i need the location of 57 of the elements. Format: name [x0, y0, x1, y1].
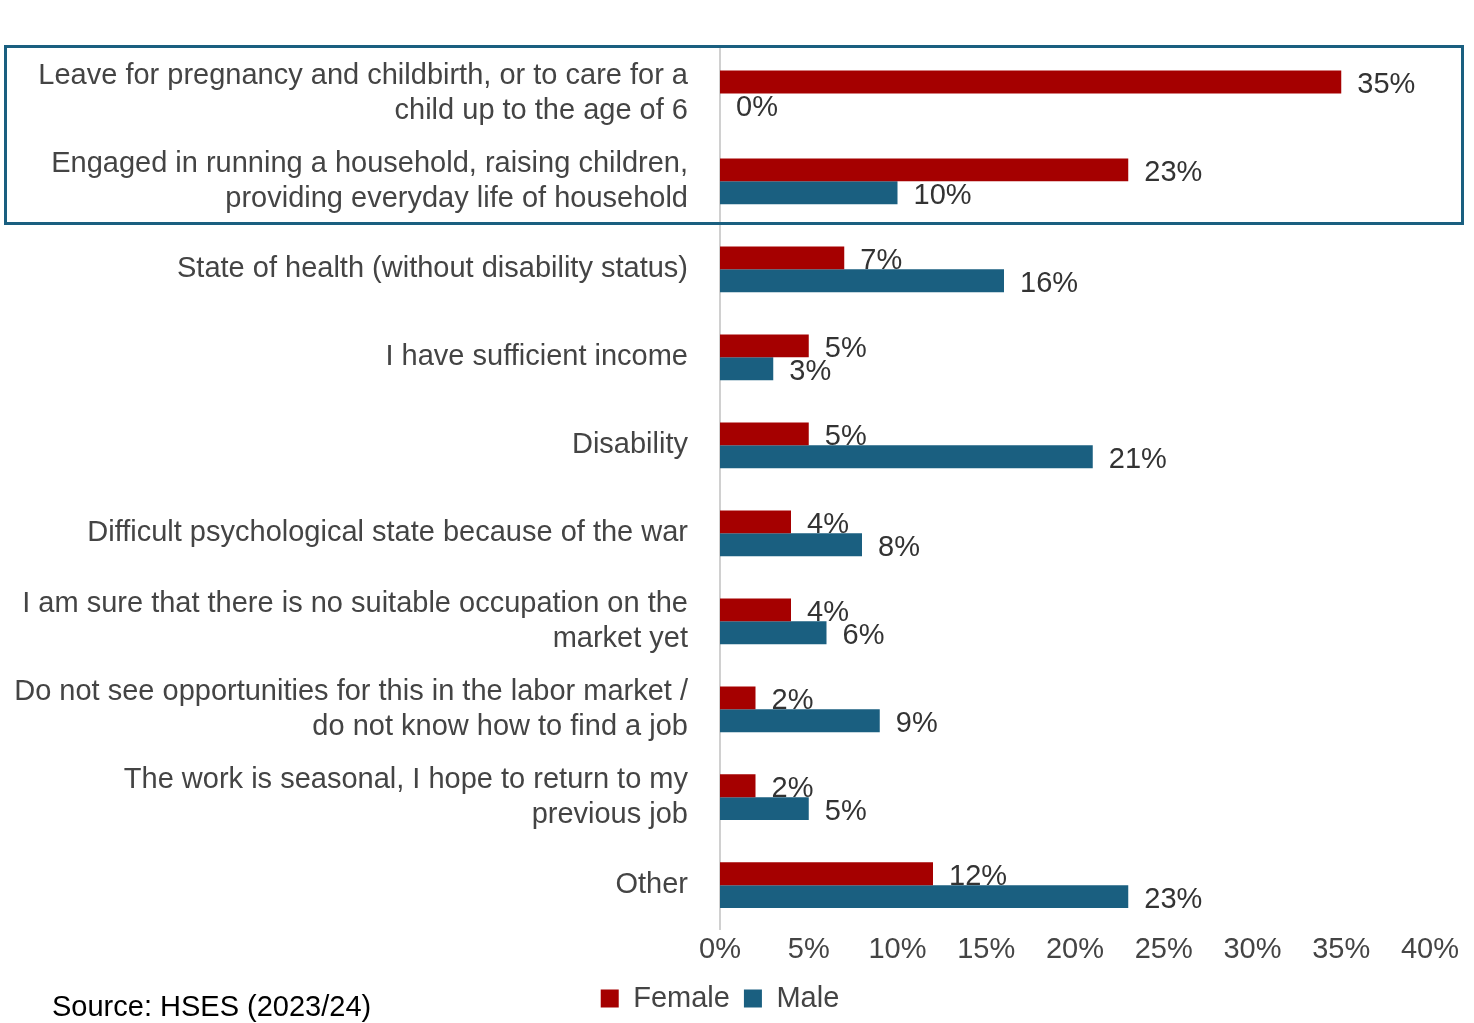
bar [720, 533, 862, 557]
data-label: 16% [1020, 265, 1079, 298]
x-tick-label: 0% [699, 931, 741, 964]
data-label: 23% [1144, 881, 1203, 914]
legend-label: Female [633, 980, 730, 1013]
x-tick-label: 20% [1045, 931, 1105, 964]
bar [720, 709, 880, 733]
y-tick-label: State of health (without disability status) [177, 251, 688, 284]
data-label: 2% [771, 682, 814, 715]
y-tick-label: Leave for pregnancy and childbirth, or to care for a child up to the age of 6 [38, 57, 689, 125]
bar [720, 510, 791, 534]
data-label: 0% [736, 89, 778, 122]
x-tick-label: 5% [787, 931, 830, 964]
x-tick-label: 15% [957, 931, 1016, 964]
bar [720, 885, 1129, 909]
data-label: 4% [807, 506, 849, 539]
y-tick-label: Difficult psychological state because of the war [87, 515, 689, 548]
data-label: 21% [1108, 441, 1167, 474]
source-note: Source: HSES (2023/24) [52, 990, 372, 1023]
bar [720, 246, 845, 270]
legend-label: Male [776, 980, 840, 1013]
data-label: 35% [1357, 66, 1416, 99]
data-label: 12% [949, 858, 1008, 891]
bar [720, 422, 809, 446]
y-tick-label: The work is seasonal, I hope to return to my previous job [123, 761, 689, 829]
bar [720, 181, 898, 205]
data-label: 7% [860, 242, 903, 275]
bar [720, 269, 1004, 293]
x-tick-label: 30% [1223, 931, 1282, 964]
bar [720, 598, 791, 622]
x-tick-label: 10% [868, 931, 927, 964]
y-tick-label: I have sufficient income [385, 339, 688, 372]
y-tick-label: Engaged in running a household, raising children, providing everyday life of household [51, 145, 688, 213]
data-label: 8% [878, 529, 920, 562]
bar [720, 774, 756, 798]
data-label: 10% [913, 177, 972, 210]
data-label: 9% [895, 705, 938, 738]
data-label: 2% [771, 770, 814, 803]
bar [720, 158, 1129, 182]
data-label: 5% [824, 793, 867, 826]
bar [720, 862, 933, 886]
bar [720, 334, 809, 358]
x-tick-label: 40% [1400, 931, 1460, 964]
data-label: 23% [1144, 154, 1203, 187]
bar [720, 686, 756, 710]
bar [720, 357, 774, 381]
y-tick-label: Other [615, 867, 689, 900]
x-tick-label: 35% [1312, 931, 1371, 964]
bar [720, 70, 1342, 94]
x-tick-label: 25% [1134, 931, 1193, 964]
data-label: 5% [824, 418, 867, 451]
y-tick-label: I am sure that there is no suitable occupation on the market yet [22, 585, 688, 653]
bar [720, 445, 1093, 469]
y-tick-label: Disability [571, 427, 689, 460]
bar [720, 797, 809, 821]
bar [720, 621, 827, 645]
y-tick-label: Do not see opportunities for this in the labor market / do not know how to find a job [14, 673, 689, 741]
